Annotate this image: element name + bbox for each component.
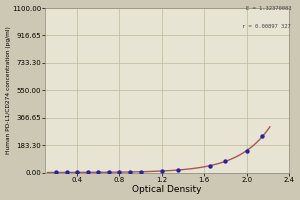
Point: [85, 171, 90, 174]
Point: [75, 171, 80, 174]
Point: [138, 170, 143, 173]
Point: [223, 160, 228, 163]
Point: [64, 171, 69, 174]
Point: [260, 135, 265, 138]
Point: [244, 149, 249, 152]
X-axis label: Optical Density: Optical Density: [132, 185, 202, 194]
Point: [175, 168, 180, 172]
Text: E = 1.32370083: E = 1.32370083: [245, 6, 291, 11]
Y-axis label: Human PD-L1/CD274 concentration (pg/ml): Human PD-L1/CD274 concentration (pg/ml): [6, 26, 10, 154]
Point: [54, 171, 58, 174]
Point: [207, 164, 212, 167]
Point: [160, 169, 164, 173]
Point: [117, 171, 122, 174]
Point: [128, 170, 133, 174]
Text: r = 0.00897 327: r = 0.00897 327: [242, 24, 291, 29]
Point: [106, 171, 111, 174]
Point: [96, 171, 101, 174]
